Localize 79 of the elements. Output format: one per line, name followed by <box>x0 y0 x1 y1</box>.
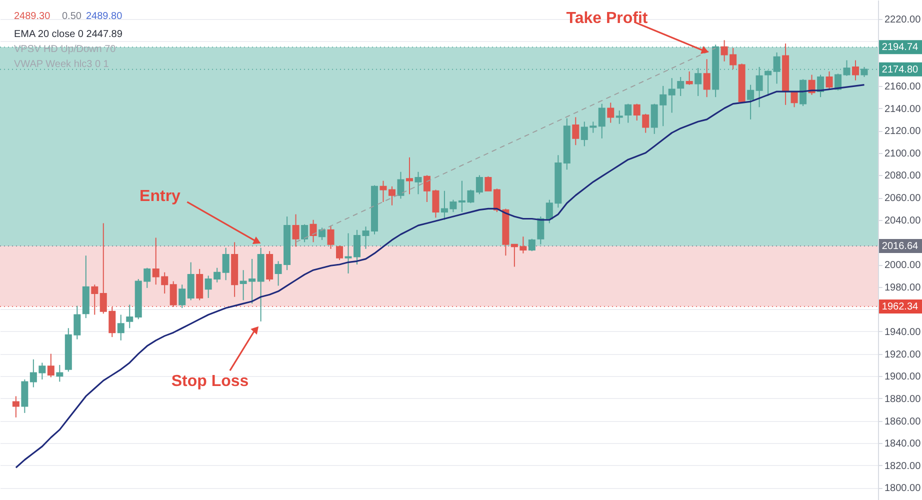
candlestick <box>747 84 754 120</box>
y-tick-label: 1820.00 <box>884 460 922 472</box>
ref-line-label: 1962.34 <box>882 302 919 313</box>
y-tick-label: 2160.00 <box>884 81 922 92</box>
candlestick <box>493 188 500 213</box>
candlestick <box>537 216 544 245</box>
annotation: 0.50 <box>62 11 82 22</box>
candlestick <box>187 262 194 301</box>
y-tick-label: 2060.00 <box>884 193 922 204</box>
annotation: 2489.30 <box>14 11 51 22</box>
ref-line-label: 2194.74 <box>882 42 919 54</box>
candlestick <box>826 70 833 90</box>
candlestick <box>528 238 536 252</box>
candlestick <box>764 70 772 96</box>
candlestick <box>677 76 684 96</box>
y-tick-label: 1880.00 <box>884 394 922 405</box>
annotation: Take Profit <box>566 10 648 27</box>
ref-line-label: 2174.80 <box>882 64 919 76</box>
y-tick-label: 1920.00 <box>884 349 922 360</box>
ref-line-label: 2016.64 <box>882 240 919 252</box>
candlestick <box>380 180 387 203</box>
candlestick <box>860 66 868 78</box>
annotation: 2489.80 <box>86 11 123 22</box>
annotation: EMA 20 close 0 2447.89 <box>14 29 123 40</box>
candlestick <box>292 214 300 248</box>
candlestick <box>668 78 676 114</box>
candlestick <box>47 353 54 378</box>
y-tick-label: 2120.00 <box>884 126 922 138</box>
candlestick <box>170 280 177 308</box>
candlestick <box>817 74 824 98</box>
candlestick <box>773 52 780 84</box>
candlestick <box>800 78 807 107</box>
candlestick <box>484 176 492 192</box>
annotation: VPSV HD Up/Down 70 <box>14 44 116 55</box>
candlestick <box>686 70 693 86</box>
candlestick <box>598 103 606 139</box>
candlestick <box>406 156 413 195</box>
candlestick <box>336 245 344 261</box>
y-tick-label: 2080.00 <box>884 170 922 182</box>
candlestick <box>834 73 842 91</box>
candlestick <box>301 224 308 243</box>
candlestick <box>56 364 64 382</box>
candlestick <box>196 268 204 301</box>
candlestick <box>327 224 334 250</box>
candlestick <box>607 102 614 124</box>
candlestick <box>91 284 98 316</box>
candlestick <box>476 174 483 195</box>
candlestick <box>852 60 860 81</box>
candlestick <box>624 103 632 124</box>
candlestick <box>117 314 124 341</box>
y-tick-label: 1980.00 <box>884 282 922 294</box>
candlestick <box>756 66 763 108</box>
y-tick-label: 2040.00 <box>884 215 922 226</box>
candlestick <box>703 58 710 98</box>
y-tick-label: 1940.00 <box>884 326 922 338</box>
candlestick <box>12 396 20 418</box>
candlestick <box>790 91 798 108</box>
y-tick-label: 2100.00 <box>884 148 922 160</box>
y-tick-label: 1900.00 <box>884 372 922 383</box>
annotation: Stop Loss <box>171 373 249 390</box>
candlestick <box>178 284 186 309</box>
y-tick-label: 1800.00 <box>884 483 922 494</box>
candlestick <box>843 60 850 76</box>
candlestick <box>694 68 702 96</box>
candlestick <box>616 110 623 124</box>
y-tick-label: 2140.00 <box>884 104 922 115</box>
y-tick-label: 1840.00 <box>884 438 922 450</box>
candlestick <box>388 186 396 206</box>
y-tick-label: 2220.00 <box>884 14 922 26</box>
y-tick-label: 1860.00 <box>884 416 922 428</box>
candlestick <box>126 304 134 329</box>
candlestick <box>310 219 317 243</box>
annotation: Entry <box>140 188 181 205</box>
candlestick <box>572 116 580 146</box>
candlestick <box>222 247 230 281</box>
candlestick <box>318 227 326 240</box>
candlestick <box>397 171 404 200</box>
y-tick-label: 2000.00 <box>884 260 922 272</box>
candlestick <box>414 171 422 195</box>
